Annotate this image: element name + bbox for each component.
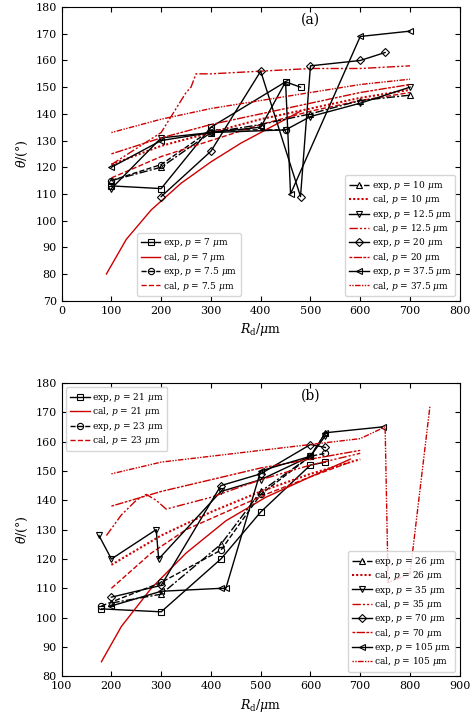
Text: (b): (b) <box>301 389 320 403</box>
X-axis label: $R_{\rm d}$/$\mu$m: $R_{\rm d}$/$\mu$m <box>240 697 282 712</box>
Text: (a): (a) <box>301 13 319 27</box>
X-axis label: $R_{\rm d}$/$\mu$m: $R_{\rm d}$/$\mu$m <box>240 321 282 338</box>
Y-axis label: $\theta$/(°): $\theta$/(°) <box>15 140 30 168</box>
Y-axis label: $\theta$/(°): $\theta$/(°) <box>15 515 30 544</box>
Legend: exp, $p$ = 10 $\mu$m, cal, $p$ = 10 $\mu$m, exp, $p$ = 12.5 $\mu$m, cal, $p$ = 1: exp, $p$ = 10 $\mu$m, cal, $p$ = 10 $\mu… <box>346 175 455 296</box>
Legend: exp, $p$ = 26 $\mu$m, cal, $p$ = 26 $\mu$m, exp, $p$ = 35 $\mu$m, cal, $p$ = 35 : exp, $p$ = 26 $\mu$m, cal, $p$ = 26 $\mu… <box>348 551 455 672</box>
